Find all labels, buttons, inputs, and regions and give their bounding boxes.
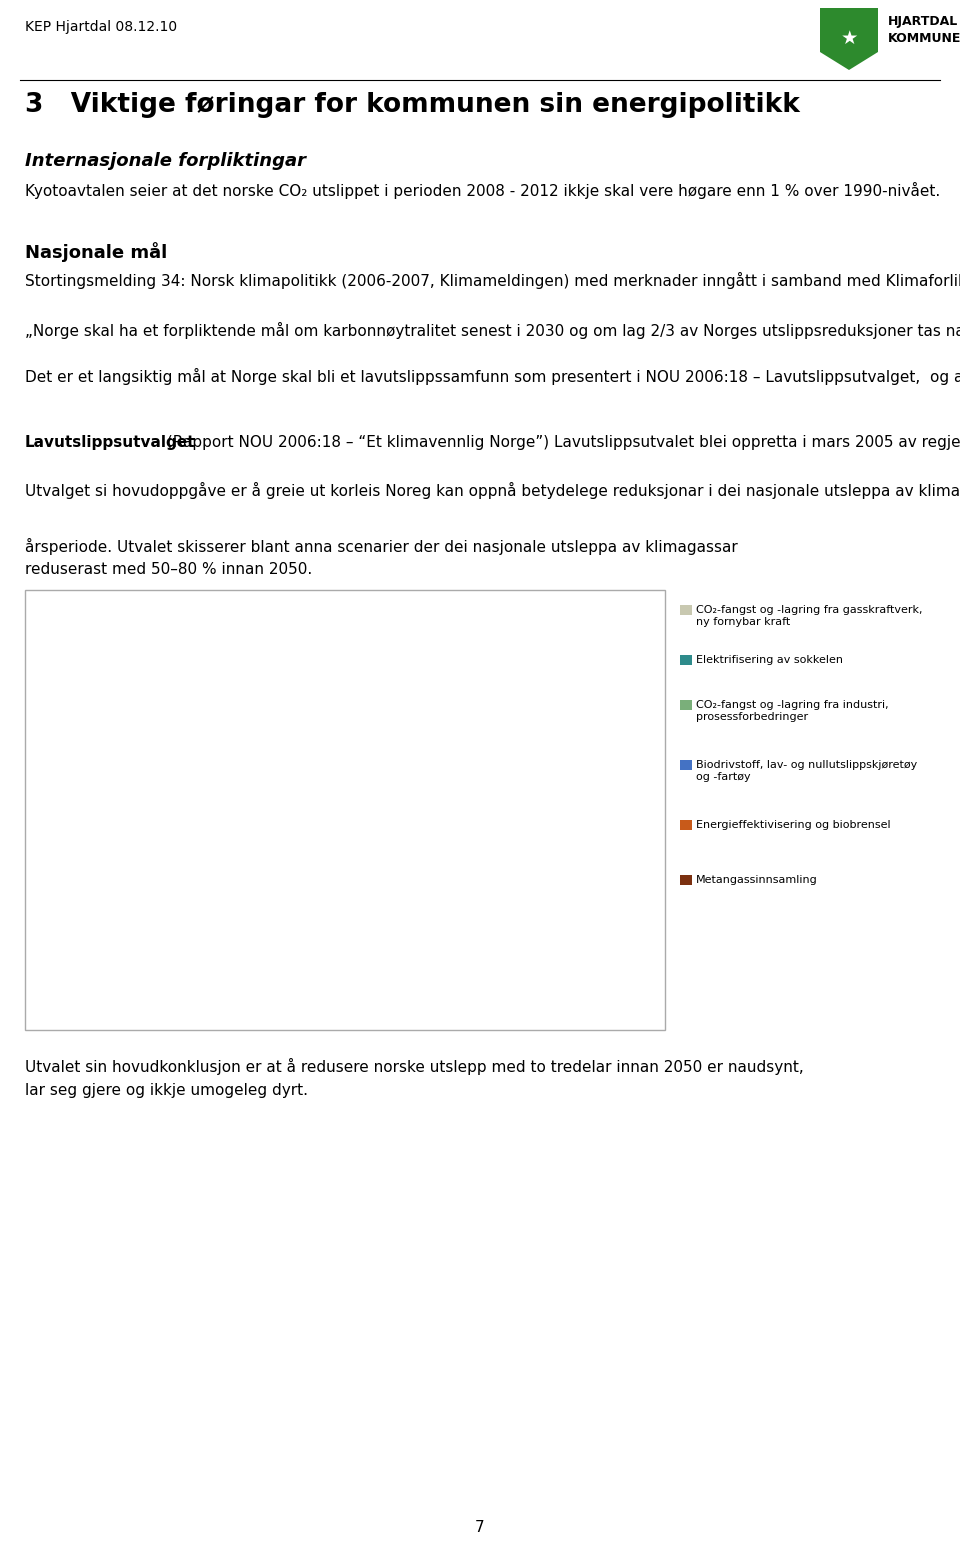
- Text: Lavutslippsutvalget: Lavutslippsutvalget: [25, 435, 196, 451]
- Text: KEP Hjartdal 08.12.10: KEP Hjartdal 08.12.10: [25, 20, 178, 34]
- Text: Nasjonale mål: Nasjonale mål: [25, 242, 167, 262]
- Text: Det er et langsiktig mål at Norge skal bli et lavutslippssamfunn som presentert : Det er et langsiktig mål at Norge skal b…: [25, 369, 960, 386]
- Text: HJARTDAL
KOMMUNE: HJARTDAL KOMMUNE: [888, 15, 960, 45]
- Text: Utvalget si hovudoppgåve er å greie ut korleis Noreg kan oppnå betydelege reduks: Utvalget si hovudoppgåve er å greie ut k…: [25, 482, 960, 499]
- Text: 3   Viktige føringar for kommunen sin energipolitikk: 3 Viktige føringar for kommunen sin ener…: [25, 91, 800, 118]
- Text: Lavutslippsbanen: Lavutslippsbanen: [309, 835, 420, 869]
- Text: CO₂-fangst og -lagring fra industri,
prosessforbedringer: CO₂-fangst og -lagring fra industri, pro…: [696, 700, 889, 722]
- Bar: [680, 606, 692, 615]
- Bar: [680, 819, 692, 830]
- Bar: [680, 875, 692, 884]
- Y-axis label: MtCO₂-ekv.: MtCO₂-ekv.: [36, 765, 49, 835]
- Polygon shape: [820, 8, 878, 70]
- Text: Utvalet sin hovudkonklusjon er at å redusere norske utslepp med to tredelar inna: Utvalet sin hovudkonklusjon er at å redu…: [25, 1058, 804, 1075]
- Text: (Rapport NOU 2006:18 – “Et klimavennlig Norge”) Lavutslippsutvalet blei oppretta: (Rapport NOU 2006:18 – “Et klimavennlig …: [162, 435, 960, 451]
- Text: Internasjonale forpliktingar: Internasjonale forpliktingar: [25, 152, 306, 170]
- Bar: [680, 761, 692, 770]
- Text: Metangassinnsamling: Metangassinnsamling: [696, 875, 818, 884]
- Text: Biodrivstoff, lav- og nullutslippskjøretøy
og -fartøy: Biodrivstoff, lav- og nullutslippskjøret…: [696, 761, 917, 782]
- Text: ★: ★: [840, 28, 857, 48]
- Text: årsperiode. Utvalet skisserer blant anna scenarier der dei nasjonale utsleppa av: årsperiode. Utvalet skisserer blant anna…: [25, 538, 737, 555]
- Text: Referansebanen: Referansebanen: [212, 646, 315, 686]
- Text: 7: 7: [475, 1520, 485, 1535]
- Text: reduserast med 50–80 % innan 2050.: reduserast med 50–80 % innan 2050.: [25, 562, 312, 576]
- Text: Elektrifisering av sokkelen: Elektrifisering av sokkelen: [696, 655, 843, 665]
- Text: Energieffektivisering og biobrensel: Energieffektivisering og biobrensel: [696, 819, 891, 830]
- Text: Kyotoavtalen seier at det norske CO₂ utslippet i perioden 2008 - 2012 ikkje skal: Kyotoavtalen seier at det norske CO₂ uts…: [25, 181, 940, 198]
- Text: Stortingsmelding 34: Norsk klimapolitikk (2006-2007, Klimameldingen) med merknad: Stortingsmelding 34: Norsk klimapolitikk…: [25, 273, 960, 290]
- Text: „Norge skal ha et forpliktende mål om karbonnøytralitet senest i 2030 og om lag : „Norge skal ha et forpliktende mål om ka…: [25, 322, 960, 339]
- Text: lar seg gjere og ikkje umogeleg dyrt.: lar seg gjere og ikkje umogeleg dyrt.: [25, 1083, 308, 1098]
- Bar: [680, 655, 692, 665]
- Text: CO₂-fangst og -lagring fra gasskraftverk,
ny fornybar kraft: CO₂-fangst og -lagring fra gasskraftverk…: [696, 606, 923, 627]
- Bar: [680, 700, 692, 709]
